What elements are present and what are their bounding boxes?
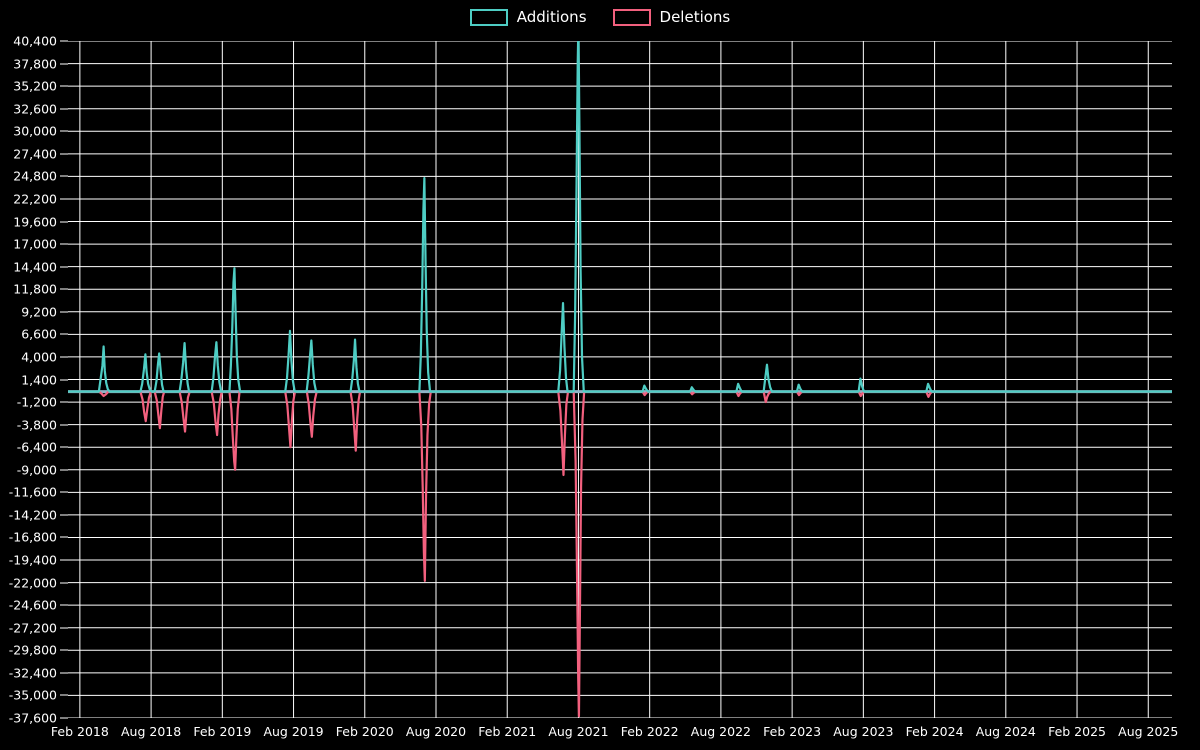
y-axis-tick-mark [60,130,68,132]
y-axis: 40,400 37,800 35,200 32,600 30,000 27,400 24,8… [0,34,68,726]
x-axis-tick-label: Feb 2021 [478,724,537,739]
y-axis-tick-label: 14,400 [13,259,57,275]
y-axis-tick-mark [60,288,68,290]
y-axis-tick-mark [60,491,68,493]
y-axis-tick-mark [60,446,68,448]
legend-label-additions: Additions [516,8,587,26]
y-axis-tick-mark [60,333,68,335]
y-axis-tick-mark [60,175,68,177]
y-axis-tick-mark [60,153,68,155]
y-axis-tick-label: 32,600 [13,101,57,117]
x-axis-tick-label: Feb 2022 [620,724,679,739]
plot-svg [68,41,1172,718]
y-axis-tick-mark [60,379,68,380]
y-axis-tick-mark [60,717,68,719]
y-axis-tick-label: -11,600 [8,484,57,500]
y-axis-tick-mark [60,63,68,65]
y-axis-tick-label: 17,000 [13,236,57,252]
y-axis-tick-label: -27,200 [8,620,57,636]
y-axis-tick-mark [60,536,68,538]
y-axis-tick-mark [60,469,68,471]
grid-lines-horizontal [68,41,1172,718]
y-axis-tick-mark [60,424,68,426]
y-axis-tick-label: -19,400 [8,552,57,568]
y-axis-tick-mark [60,559,68,561]
legend-item-additions[interactable]: Additions [469,8,587,26]
y-axis-tick-mark [60,85,68,87]
y-axis-tick-label: 4,000 [21,349,57,365]
y-axis-tick-label: 40,400 [13,33,57,49]
x-axis-tick-label: Feb 2024 [905,724,964,739]
y-axis-tick-mark [60,356,68,358]
y-axis-tick-mark [60,514,68,516]
x-axis-tick-label: Feb 2020 [335,724,394,739]
y-axis-tick-mark [60,108,68,110]
y-axis-tick-label: -35,000 [8,687,57,703]
legend-swatch-deletions [612,8,651,26]
y-axis-tick-label: -37,600 [8,710,57,726]
x-axis-tick-label: Aug 2019 [263,724,324,739]
y-axis-tick-label: -1,200 [16,394,57,410]
y-axis-tick-label: 9,200 [21,304,57,320]
y-axis-tick-label: 11,800 [13,281,57,297]
chart-legend: Additions Deletions [0,0,1200,34]
x-axis-tick-label: Aug 2022 [690,724,751,739]
x-axis-tick-label: Aug 2024 [975,724,1036,739]
x-axis: Feb 2018 Aug 2018 Feb 2019 Aug 2019 Feb 2020… [51,718,1178,750]
plot-area [68,41,1172,718]
y-axis-tick-label: 6,600 [21,326,57,342]
x-axis-tick-label: Aug 2025 [1118,724,1179,739]
y-axis-tick-label: -6,400 [16,439,57,455]
legend-label-deletions: Deletions [659,8,731,26]
y-axis-tick-mark [60,243,68,245]
y-axis-tick-mark [60,221,68,223]
x-axis-tick-label: Feb 2018 [50,724,109,739]
y-axis-tick-mark [60,627,68,629]
x-axis-tick-label: Aug 2018 [120,724,182,739]
x-axis-tick-label: Aug 2020 [405,724,467,739]
y-axis-tick-mark [60,649,68,651]
y-axis-tick-mark [60,311,68,313]
y-axis-tick-mark [60,266,68,268]
y-axis-tick-label: -3,800 [16,417,57,433]
x-axis-tick-label: Aug 2023 [833,724,894,739]
y-axis-tick-mark [60,604,68,606]
y-axis-tick-label: -29,800 [8,642,57,658]
y-axis-tick-label: 35,200 [13,78,57,94]
y-axis-tick-label: -16,800 [8,529,57,545]
y-axis-tick-mark [60,198,68,200]
y-axis-tick-label: 27,400 [13,146,57,162]
y-axis-tick-label: 19,600 [13,214,57,230]
y-axis-tick-label: -32,400 [8,665,57,681]
y-axis-tick-mark [60,582,68,584]
series-line-additions [68,41,1172,393]
y-axis-tick-mark [60,40,68,42]
y-axis-tick-label: 24,800 [13,168,57,184]
x-axis-tick-label: Aug 2021 [548,724,609,739]
legend-item-deletions[interactable]: Deletions [612,8,731,26]
y-axis-tick-mark [60,672,68,674]
y-axis-tick-mark [60,694,68,696]
x-axis-tick-label: Feb 2023 [763,724,822,739]
series-line-deletions [68,390,1172,718]
y-axis-tick-label: 30,000 [13,123,57,139]
y-axis-tick-label: -24,600 [8,597,57,613]
x-axis-tick-label: Feb 2019 [193,724,252,739]
y-axis-tick-mark [60,401,68,403]
x-axis-tick-label: Feb 2025 [1048,724,1106,739]
y-axis-tick-label: 37,800 [13,56,57,72]
y-axis-tick-label: 22,200 [13,191,57,207]
y-axis-tick-label: -9,000 [16,462,57,478]
legend-swatch-additions [469,8,508,26]
y-axis-tick-label: -22,000 [8,575,57,591]
y-axis-tick-label: -14,200 [8,507,57,523]
y-axis-tick-label: 1,400 [21,372,57,387]
